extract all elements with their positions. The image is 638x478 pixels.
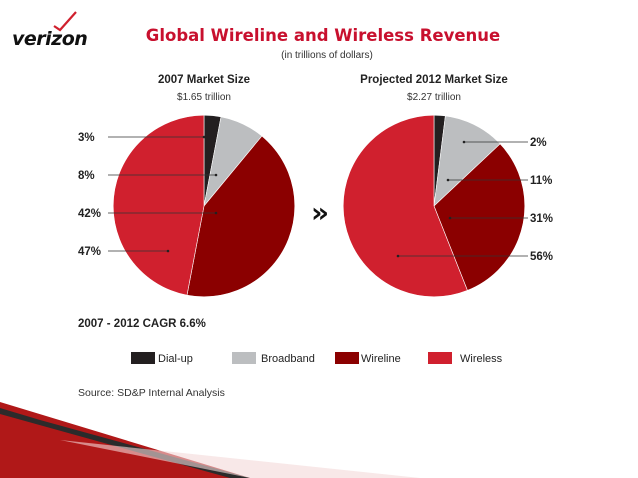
pie-1-leader-dot	[214, 211, 218, 215]
pie-2-percent-label: 11%	[530, 175, 552, 187]
pie-1-percent-label: 42%	[78, 208, 101, 220]
pie-2-percent-label: 31%	[530, 213, 553, 225]
pie-2-leader-dot	[448, 216, 452, 220]
pie-2-percent-label: 56%	[530, 251, 553, 263]
legend-swatch-dial-up	[131, 352, 155, 364]
pie-2-leader-dot	[462, 140, 466, 144]
pie-2-subtitle: $2.27 trillion	[407, 92, 461, 103]
legend-label-wireline: Wireline	[361, 353, 401, 365]
pie-2-leader-dot	[446, 178, 450, 182]
pie-1-percent-label: 3%	[78, 132, 95, 144]
pie-1-percent-label: 47%	[78, 246, 101, 258]
pie-1-rim	[112, 114, 296, 298]
pie-1-slice-wireless	[112, 114, 205, 296]
legend-label-dial-up: Dial-up	[158, 353, 193, 365]
legend-label-broadband: Broadband	[261, 353, 315, 365]
decorative-band-light	[60, 440, 420, 478]
page-title: Global Wireline and Wireless Revenue	[145, 26, 501, 45]
logo-text: verizon	[12, 28, 88, 50]
cagr-annotation: 2007 - 2012 CAGR 6.6%	[78, 318, 206, 330]
pie-1-percent-label: 8%	[78, 170, 95, 182]
logo-check-icon	[53, 11, 77, 32]
legend-label-wireless: Wireless	[460, 353, 503, 365]
page-subtitle: (in trillions of dollars)	[281, 50, 373, 61]
pie-1-title: 2007 Market Size	[158, 74, 250, 86]
pie-2-percent-label: 2%	[530, 137, 547, 149]
pie-2-rim	[342, 114, 526, 298]
pie-1-leader-dot	[202, 135, 206, 139]
pie-1-leader-dot	[214, 173, 218, 177]
pie-2-leader-dot	[396, 254, 400, 258]
legend-swatch-wireline	[335, 352, 359, 364]
legend-swatch-broadband	[232, 352, 256, 364]
verizon-logo: verizon	[8, 10, 88, 50]
pie-2-title: Projected 2012 Market Size	[360, 74, 508, 86]
legend-swatch-wireless	[428, 352, 452, 364]
pie-1-leader-dot	[166, 249, 170, 253]
pie-1-subtitle: $1.65 trillion	[177, 92, 231, 103]
double-chevron-arrow-icon: »	[311, 196, 329, 229]
source-note: Source: SD&P Internal Analysis	[78, 387, 225, 399]
